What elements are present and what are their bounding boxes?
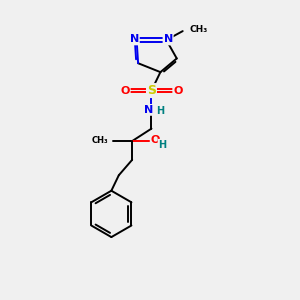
- Text: CH₃: CH₃: [189, 26, 208, 34]
- Text: N: N: [164, 34, 173, 44]
- Text: N: N: [130, 34, 139, 44]
- Text: H: H: [156, 106, 164, 116]
- Text: S: S: [147, 84, 156, 97]
- Text: O: O: [120, 85, 130, 96]
- Text: O: O: [151, 136, 160, 146]
- Text: H: H: [158, 140, 166, 150]
- Text: CH₃: CH₃: [92, 136, 108, 145]
- Text: O: O: [173, 85, 183, 96]
- Text: N: N: [144, 105, 153, 115]
